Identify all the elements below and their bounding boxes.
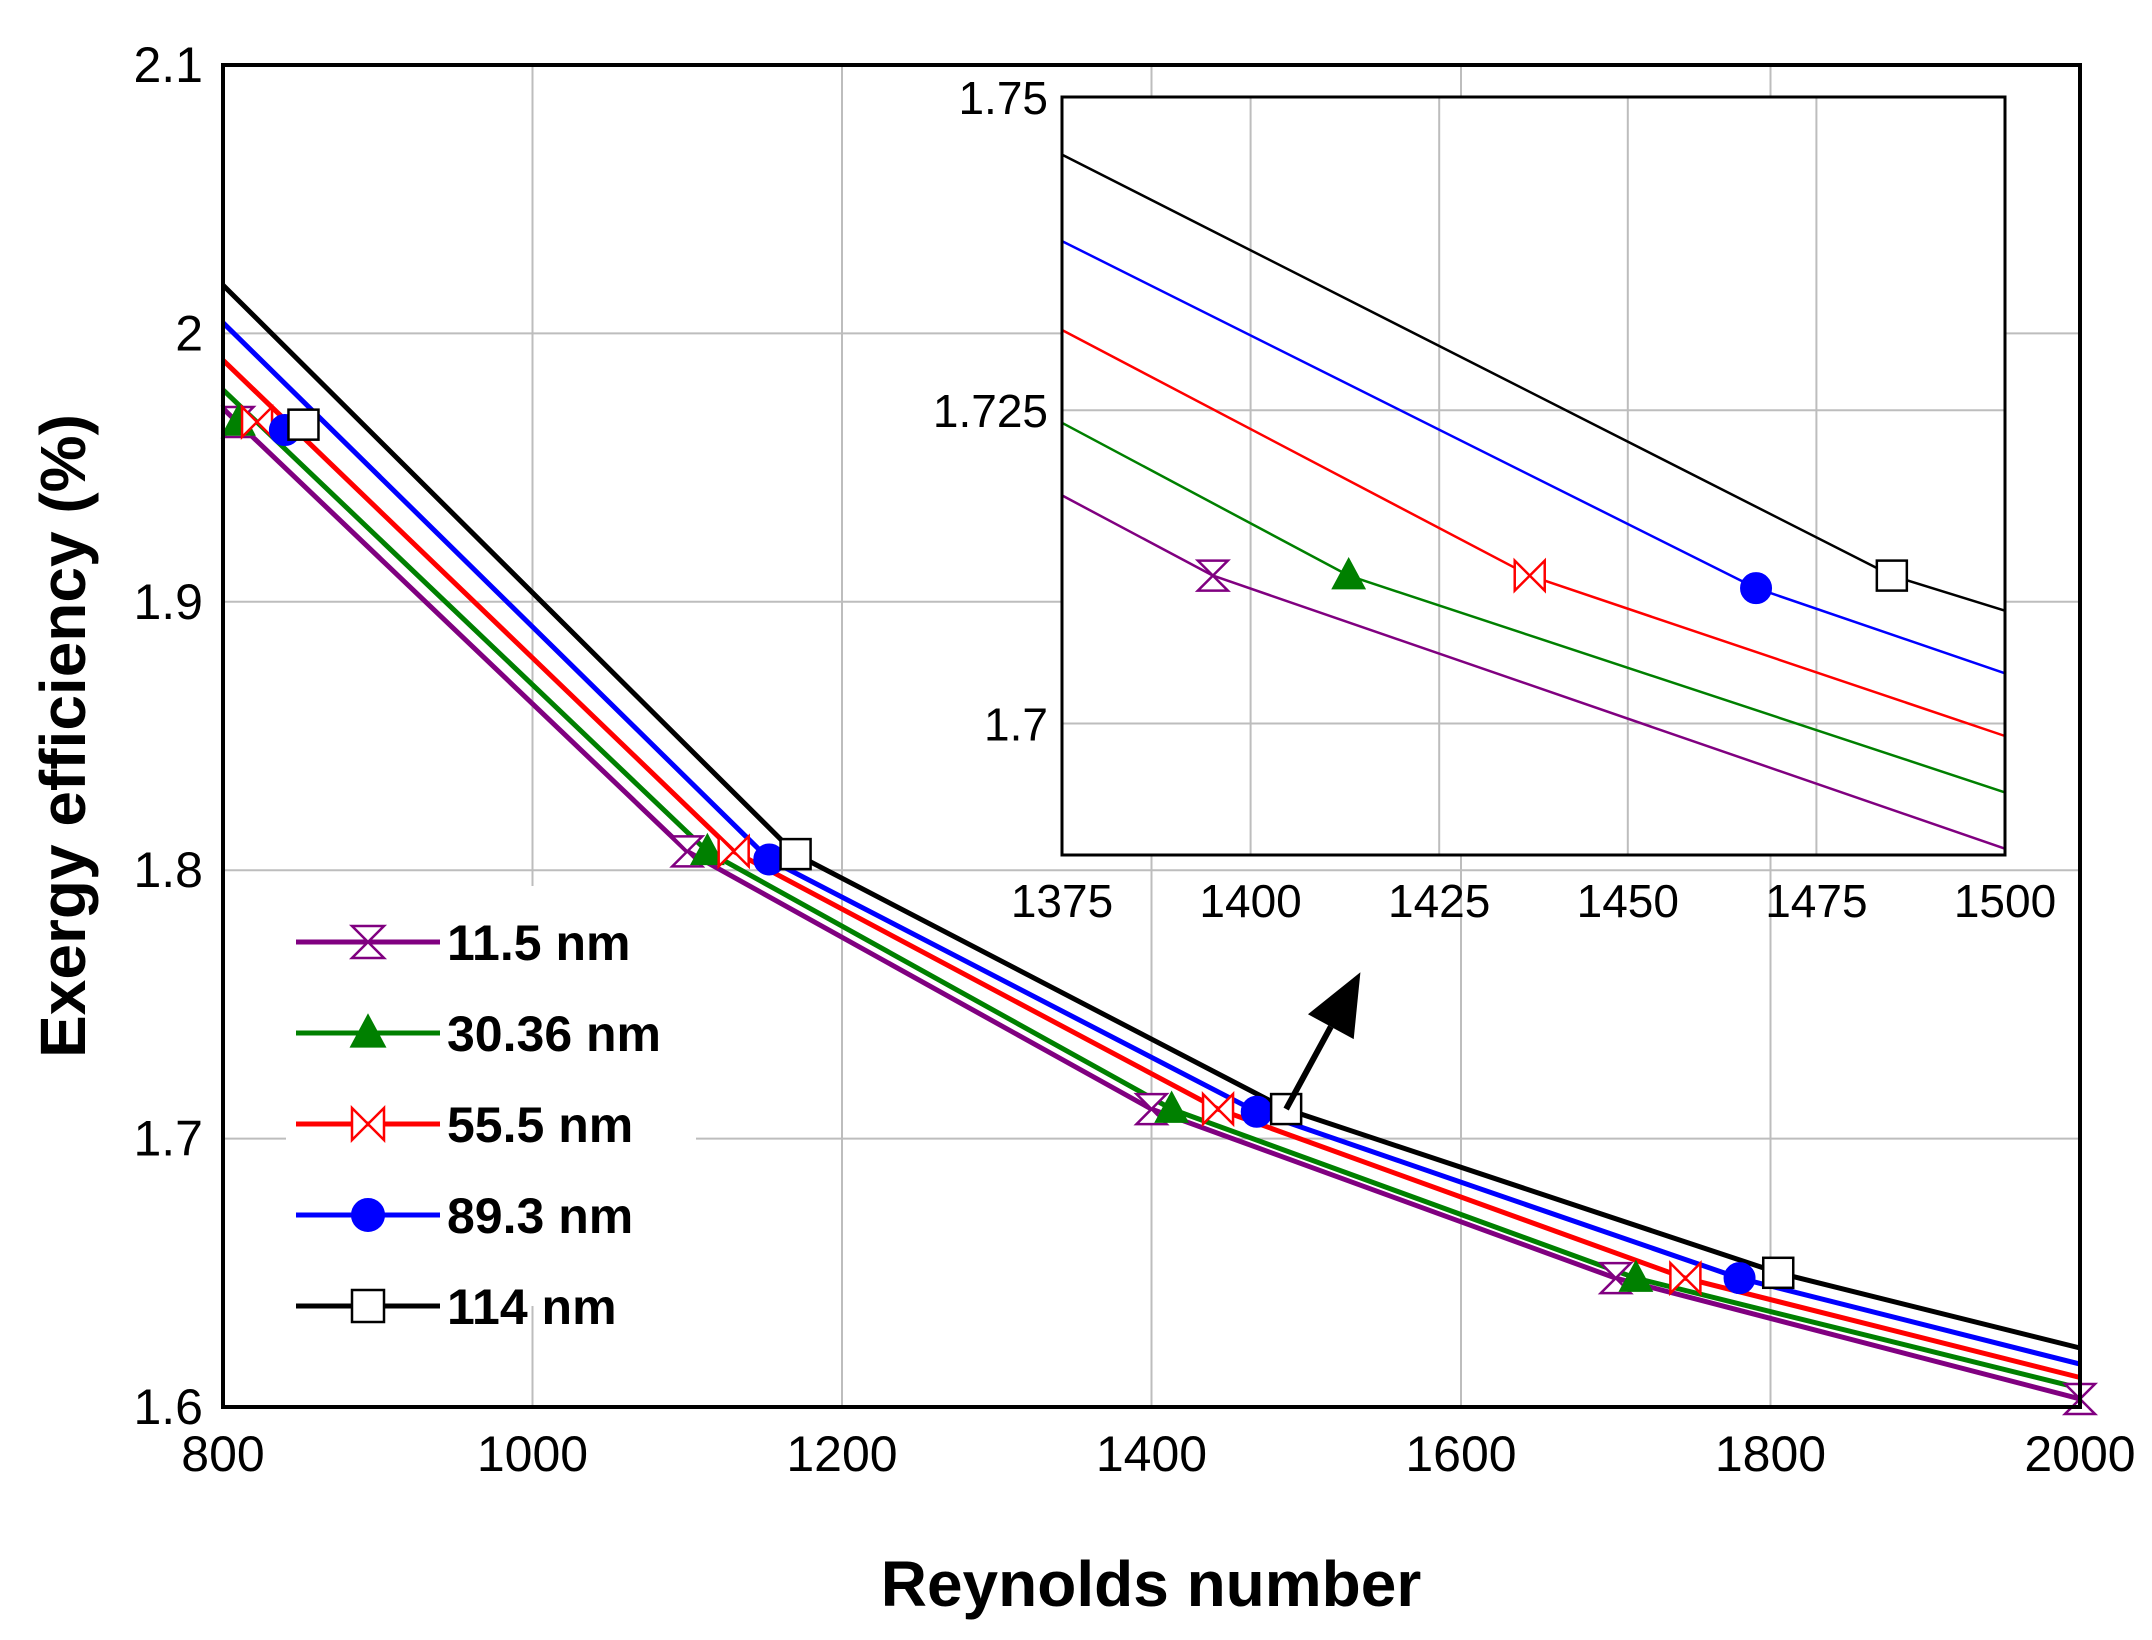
legend: 11.5 nm 30.36 nm 55.5 nm 89.3 nm 114 nm (286, 886, 696, 1335)
data-point-55-5-nm (717, 833, 750, 870)
y-axis-label: Exergy efficiency (%) (27, 414, 99, 1058)
data-point-114-nm (779, 837, 812, 871)
x-tick-label: 1600 (1405, 1426, 1516, 1482)
x-tick-label: 1000 (477, 1426, 588, 1482)
x-tick-label: 1500 (1954, 875, 2056, 927)
x-tick-label: 1375 (1011, 875, 1113, 927)
x-tick-label: 1425 (1388, 875, 1490, 927)
data-point-55-5-nm (1513, 557, 1546, 594)
data-point-55-5-nm (1201, 1091, 1235, 1128)
data-point-89-3-nm (1723, 1262, 1756, 1295)
x-tick-label: 2000 (2024, 1426, 2135, 1482)
data-point-11-5-nm (1194, 559, 1231, 592)
legend-label: 114 nm (447, 1279, 617, 1335)
data-point-89-3-nm (1240, 1095, 1273, 1128)
arrow-shaft (1283, 1025, 1334, 1111)
legend-marker (348, 924, 388, 960)
x-tick-label: 1475 (1765, 875, 1867, 927)
y-tick-label: 2 (175, 305, 203, 361)
legend-entry: 55.5 nm (296, 1097, 633, 1153)
data-point-30-36-nm (1154, 1090, 1190, 1123)
data-point-30-36-nm (689, 832, 725, 866)
data-point-55-5-nm (240, 403, 274, 440)
x-axis-label: Reynolds number (881, 1548, 1422, 1620)
inset-series (1061, 153, 2006, 850)
legend-marker (350, 1288, 386, 1324)
legend-marker (351, 1198, 385, 1232)
legend-marker (349, 1013, 387, 1048)
legend-label: 30.36 nm (447, 1006, 661, 1062)
legend-entry: 30.36 nm (296, 1006, 661, 1062)
y-tick-label: 1.9 (133, 574, 203, 630)
x-tick-label: 800 (181, 1426, 264, 1482)
data-point-30-36-nm (1618, 1259, 1654, 1292)
main-plot-frame (221, 63, 2082, 1409)
legend-entry: 11.5 nm (296, 915, 630, 971)
x-tick-label: 1400 (1096, 1426, 1207, 1482)
data-point-114-nm (1761, 1256, 1795, 1290)
legend-entry: 89.3 nm (296, 1188, 633, 1244)
x-tick-label: 1400 (1199, 875, 1301, 927)
arrow-head (1307, 972, 1361, 1040)
x-tick-label: 1200 (786, 1426, 897, 1482)
y-tick-label: 1.7 (133, 1111, 203, 1167)
legend-marker (350, 1104, 386, 1144)
data-point-55-5-nm (1669, 1260, 1702, 1297)
data-point-114-nm (1875, 559, 1909, 592)
y-tick-label: 1.7 (984, 698, 1048, 750)
data-point-89-3-nm (1740, 572, 1773, 605)
y-tick-label: 2.1 (133, 37, 203, 93)
y-tick-label: 1.75 (958, 72, 1048, 124)
zoom-arrow (1283, 972, 1361, 1111)
y-tick-label: 1.8 (133, 842, 203, 898)
legend-label: 11.5 nm (447, 915, 630, 971)
legend-entry: 114 nm (296, 1279, 617, 1335)
main-tick-labels: 800 1000 1200 1400 1600 1800 2000 1.6 1.7 1.8 1.9 2… (133, 37, 2135, 1482)
inset-chart: 1375 1400 1425 1450 1475 1500 1.7 1.725 1.75 (933, 72, 2056, 927)
main-series (220, 283, 2099, 1416)
x-tick-label: 1800 (1715, 1426, 1826, 1482)
legend-label: 89.3 nm (447, 1188, 633, 1244)
x-tick-label: 1450 (1577, 875, 1679, 927)
data-point-30-36-nm (1331, 556, 1367, 590)
inset-plot-border (1060, 95, 2007, 857)
data-point-114-nm (287, 408, 320, 441)
y-tick-label: 1.725 (933, 385, 1048, 437)
y-tick-label: 1.6 (133, 1379, 203, 1435)
inset-tick-labels: 1375 1400 1425 1450 1475 1500 1.7 1.725 1.75 (933, 72, 2056, 927)
legend-label: 55.5 nm (447, 1097, 633, 1153)
